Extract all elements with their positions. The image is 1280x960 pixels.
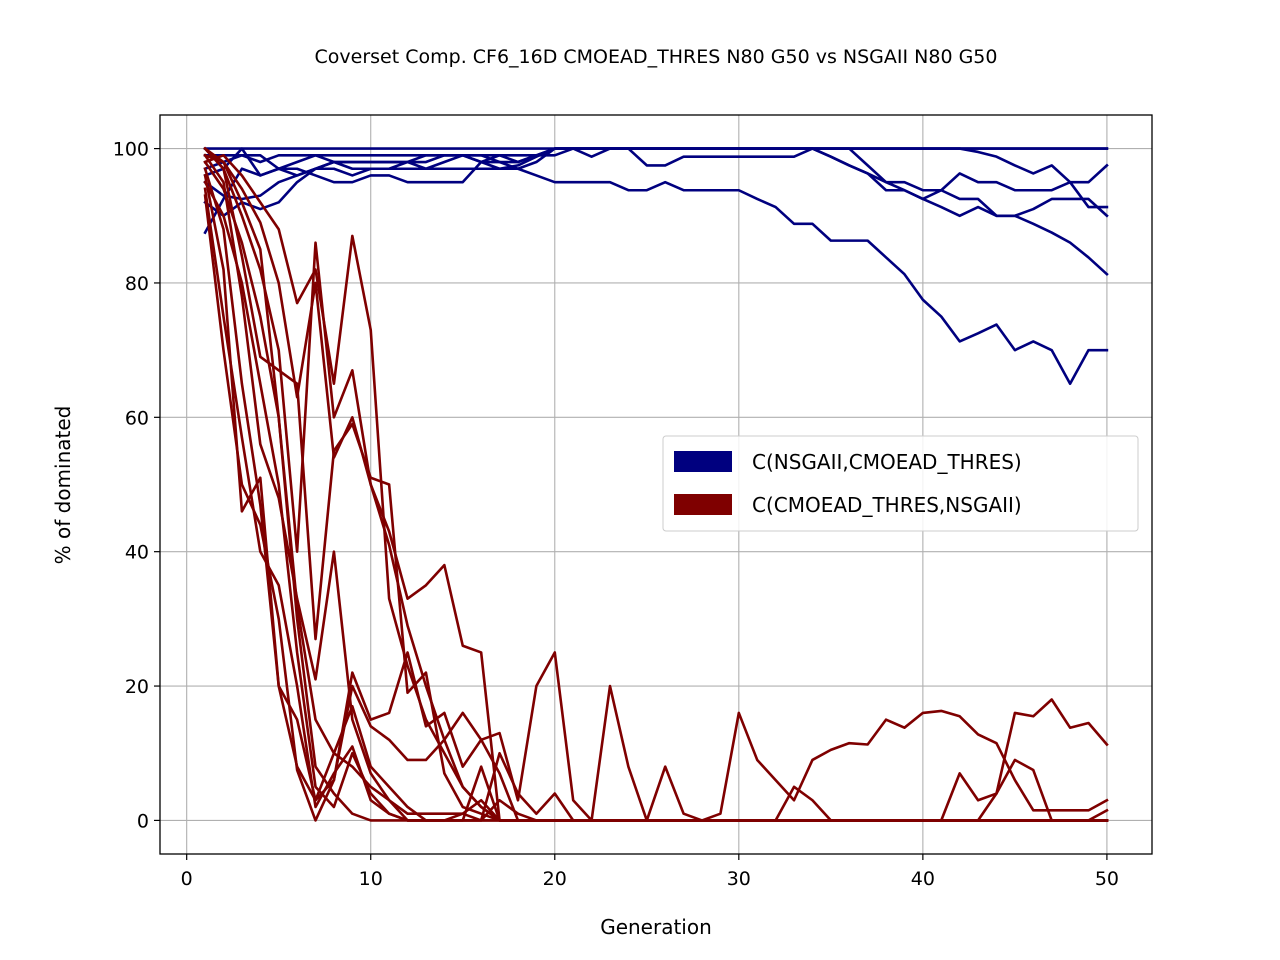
y-tick-label: 80 xyxy=(125,273,149,295)
x-tick-label: 20 xyxy=(543,868,567,890)
legend-swatch-nsgaii xyxy=(674,451,732,472)
x-tick-label: 0 xyxy=(181,868,193,890)
legend-box xyxy=(662,435,1139,532)
y-tick-label: 0 xyxy=(137,810,149,832)
y-tick-label: 20 xyxy=(125,676,149,698)
x-tick-label: 50 xyxy=(1095,868,1119,890)
x-tick-label: 10 xyxy=(359,868,383,890)
series-lines xyxy=(203,146,1109,822)
y-tick-label: 40 xyxy=(125,542,149,564)
plot-frame xyxy=(159,114,1153,855)
cmoead-vs-nsgaii-line-12 xyxy=(203,160,1109,822)
x-axis-label: Generation xyxy=(600,915,712,939)
axis-ticks: 0 10 20 30 40 50 0 20 40 60 80 100 xyxy=(113,139,1119,890)
legend-swatch-cmoead xyxy=(674,494,732,515)
y-tick-label: 60 xyxy=(125,407,149,429)
y-axis-label: % of dominated xyxy=(51,406,75,565)
nsgaii-vs-cmoead-line-7 xyxy=(203,154,1109,386)
y-tick-label: 100 xyxy=(113,139,149,161)
legend-label-nsgaii: C(NSGAII,CMOEAD_THRES) xyxy=(752,450,1022,474)
x-tick-label: 40 xyxy=(911,868,935,890)
x-tick-label: 30 xyxy=(727,868,751,890)
legend-label-cmoead: C(CMOEAD_THRES,NSGAII) xyxy=(752,493,1022,517)
nsgaii-vs-cmoead-line-5 xyxy=(203,147,1109,218)
nsgaii-vs-cmoead-line-6 xyxy=(203,147,1109,277)
chart-title: Coverset Comp. CF6_16D CMOEAD_THRES N80 … xyxy=(315,46,998,68)
legend: C(NSGAII,CMOEAD_THRES) C(CMOEAD_THRES,NS… xyxy=(662,435,1139,532)
